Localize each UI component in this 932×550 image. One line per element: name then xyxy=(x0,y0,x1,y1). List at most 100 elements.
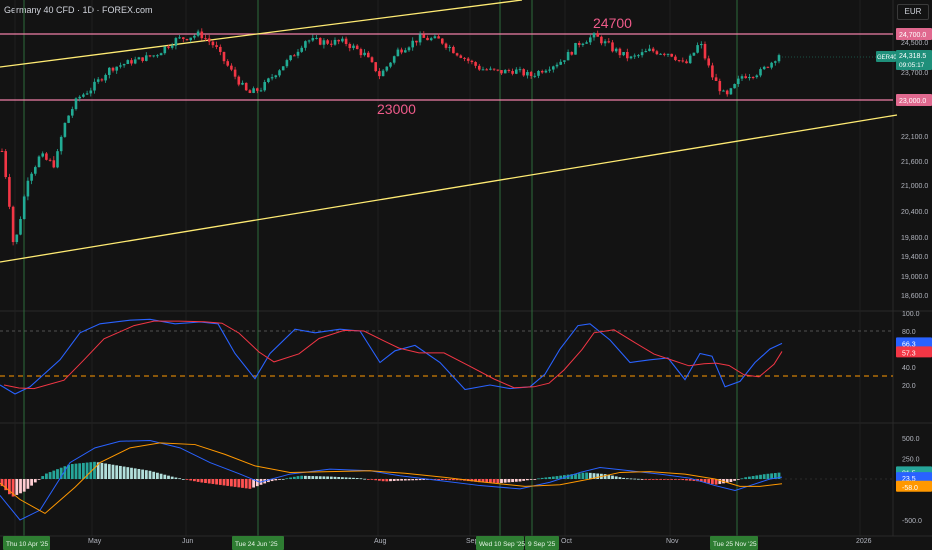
candle-body xyxy=(518,69,522,71)
price-tick-label: 21,000.0 xyxy=(901,183,928,190)
date-marker-label: Tue 25 Nov '25 xyxy=(713,541,757,548)
candle-body xyxy=(374,62,377,72)
macd-histogram-bar xyxy=(11,479,15,497)
candle-body xyxy=(30,173,33,181)
candle-body xyxy=(577,42,581,45)
candle-body xyxy=(215,45,218,47)
candle-body xyxy=(700,43,703,46)
candle-body xyxy=(463,57,466,59)
macd-histogram-bar xyxy=(581,472,585,479)
candle-body xyxy=(548,69,551,71)
macd-histogram-bar xyxy=(137,468,141,479)
candle-body xyxy=(544,70,548,73)
stoch-d-value: 57.3 xyxy=(902,350,916,357)
symbol-tag xyxy=(876,51,896,62)
macd-histogram-bar xyxy=(0,479,4,487)
macd-histogram-bar xyxy=(685,479,688,481)
stoch-tick-label: 80.0 xyxy=(902,329,916,336)
candle-body xyxy=(85,93,89,95)
price-tick-label: 18,600.0 xyxy=(901,293,928,300)
candle-body xyxy=(185,39,189,41)
candle-body xyxy=(359,49,363,56)
candle-body xyxy=(718,80,722,92)
candle-body xyxy=(589,37,592,43)
macd-histogram-bar xyxy=(366,479,370,480)
macd-histogram-bar xyxy=(544,477,548,479)
macd-histogram-bar xyxy=(403,479,407,481)
candle-body xyxy=(89,90,93,94)
macd-histogram-bar xyxy=(740,478,744,480)
macd-histogram-bar xyxy=(344,477,348,479)
date-marker-tag xyxy=(3,536,50,550)
macd-histogram-bar xyxy=(481,479,485,483)
candle-body xyxy=(714,77,718,81)
candle-body xyxy=(466,58,470,61)
macd-histogram-bar xyxy=(167,475,170,479)
candle-body xyxy=(703,43,707,59)
candle-body xyxy=(552,66,555,70)
time-tick-label: May xyxy=(88,538,102,545)
macd-histogram-bar xyxy=(596,473,600,479)
macd-histogram-bar xyxy=(729,479,733,482)
current-price-label: 24,318.5 xyxy=(899,53,926,60)
candle-body xyxy=(762,66,766,70)
candle-body xyxy=(311,37,315,41)
price-tick-label: 24,500.0 xyxy=(901,40,928,47)
macd-histogram-bar xyxy=(633,478,637,480)
candle-body xyxy=(755,75,759,78)
candle-body xyxy=(26,180,30,197)
candle-body xyxy=(400,49,403,53)
candle-body xyxy=(363,52,366,56)
macd-histogram-bar xyxy=(381,479,385,482)
candle-body xyxy=(492,68,496,70)
candle-body xyxy=(770,62,773,68)
candle-body xyxy=(318,37,322,45)
macd-histogram-bar xyxy=(474,479,477,482)
macd-histogram-bar xyxy=(267,479,270,483)
level-price-label: 24,700.0 xyxy=(899,32,926,39)
macd-histogram-bar xyxy=(45,473,48,479)
macd-histogram-bar xyxy=(374,479,378,481)
macd-histogram-bar xyxy=(777,472,781,479)
candle-body xyxy=(441,38,444,44)
currency-button[interactable]: EUR xyxy=(897,4,929,20)
candle-body xyxy=(396,49,400,57)
candle-body xyxy=(307,40,311,42)
candle-body xyxy=(300,47,303,52)
time-tick-label: Sep xyxy=(466,538,479,545)
candle-body xyxy=(407,47,411,51)
candle-body xyxy=(322,40,326,45)
candle-body xyxy=(663,53,666,55)
candle-body xyxy=(729,88,733,95)
macd-histogram-bar xyxy=(93,461,96,479)
macd-histogram-bar xyxy=(677,479,681,480)
candle-body xyxy=(633,55,636,57)
candle-body xyxy=(274,75,278,78)
candle-body xyxy=(503,70,507,74)
macd-tick-label: -500.0 xyxy=(902,518,922,525)
date-marker-label: Wed 10 Sep '25 xyxy=(479,541,525,548)
macd-histogram-bar xyxy=(296,476,300,479)
macd-histogram-bar xyxy=(574,473,577,479)
macd-histogram-bar xyxy=(218,479,222,485)
candle-body xyxy=(651,48,655,52)
candle-body xyxy=(426,37,429,41)
candle-body xyxy=(233,69,237,77)
chart-title: Germany 40 CFD · 1D · FOREX.com xyxy=(4,5,153,15)
candle-body xyxy=(555,64,559,67)
macd-histogram-bar xyxy=(26,479,30,489)
macd-histogram-bar xyxy=(592,473,596,479)
macd-histogram-bar xyxy=(452,479,455,481)
macd-histogram-bar xyxy=(233,479,237,487)
macd-histogram-bar xyxy=(503,479,507,483)
macd-histogram-bar xyxy=(611,475,614,479)
candle-body xyxy=(178,37,181,39)
candle-body xyxy=(614,48,618,52)
candle-body xyxy=(156,55,159,57)
macd-histogram-bar xyxy=(396,479,400,481)
price-tick-label: 19,800.0 xyxy=(901,235,928,242)
candle-body xyxy=(411,40,414,48)
macd-histogram-bar xyxy=(74,463,78,479)
macd-histogram-bar xyxy=(96,462,100,479)
